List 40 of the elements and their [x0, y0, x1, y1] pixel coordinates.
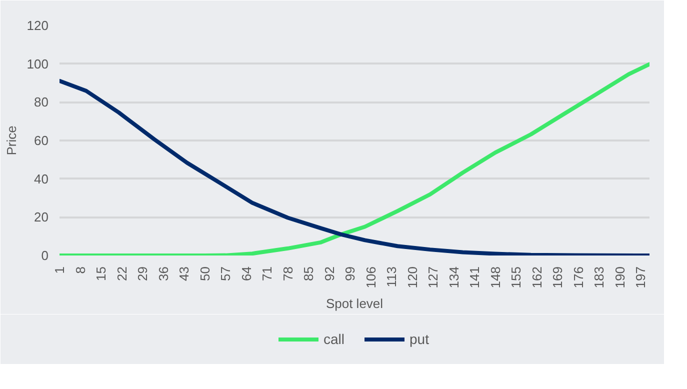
x-tick-label: 106 [363, 266, 378, 288]
x-tick-label: 169 [550, 266, 566, 288]
x-tick-label: 155 [508, 266, 524, 288]
y-axis-title: Price [4, 126, 19, 156]
x-tick-label: 85 [301, 266, 316, 281]
x-axis-title: Spot level [326, 296, 384, 312]
x-tick-label: 148 [488, 266, 503, 288]
x-tick-label: 197 [633, 266, 648, 288]
y-tick-label: 60 [34, 133, 49, 148]
x-tick-label: 1 [52, 266, 67, 274]
x-tick-label: 36 [156, 266, 171, 281]
x-tick-label: 92 [322, 266, 337, 281]
x-tick-label: 127 [426, 266, 441, 288]
x-tick-label: 190 [612, 266, 628, 288]
x-tick-label: 99 [342, 266, 358, 281]
x-tick-label: 134 [446, 266, 462, 288]
legend-label: put [410, 331, 430, 347]
y-tick-label: 0 [41, 248, 49, 263]
x-tick-label: 71 [260, 266, 275, 281]
y-tick-label: 100 [26, 56, 49, 72]
y-tick-label: 120 [26, 18, 49, 33]
x-tick-label: 162 [529, 266, 544, 288]
legend-label: call [323, 331, 345, 347]
x-tick-label: 120 [404, 266, 420, 288]
x-tick-label: 8 [72, 266, 88, 274]
y-tick-label: 40 [34, 171, 49, 186]
x-tick-label: 29 [135, 266, 150, 281]
x-tick-label: 15 [94, 266, 109, 281]
x-tick-label: 176 [570, 266, 586, 288]
x-tick-label: 78 [280, 266, 296, 281]
x-tick-label: 57 [218, 266, 234, 281]
x-tick-label: 50 [197, 266, 212, 281]
y-tick-label: 20 [34, 210, 49, 225]
x-tick-label: 183 [592, 266, 607, 288]
x-tick-label: 22 [114, 266, 130, 281]
x-tick-label: 141 [467, 266, 482, 288]
y-tick-label: 80 [34, 94, 49, 110]
x-tick-label: 43 [176, 266, 192, 281]
x-tick-label: 64 [238, 266, 254, 281]
x-tick-label: 113 [384, 266, 400, 288]
